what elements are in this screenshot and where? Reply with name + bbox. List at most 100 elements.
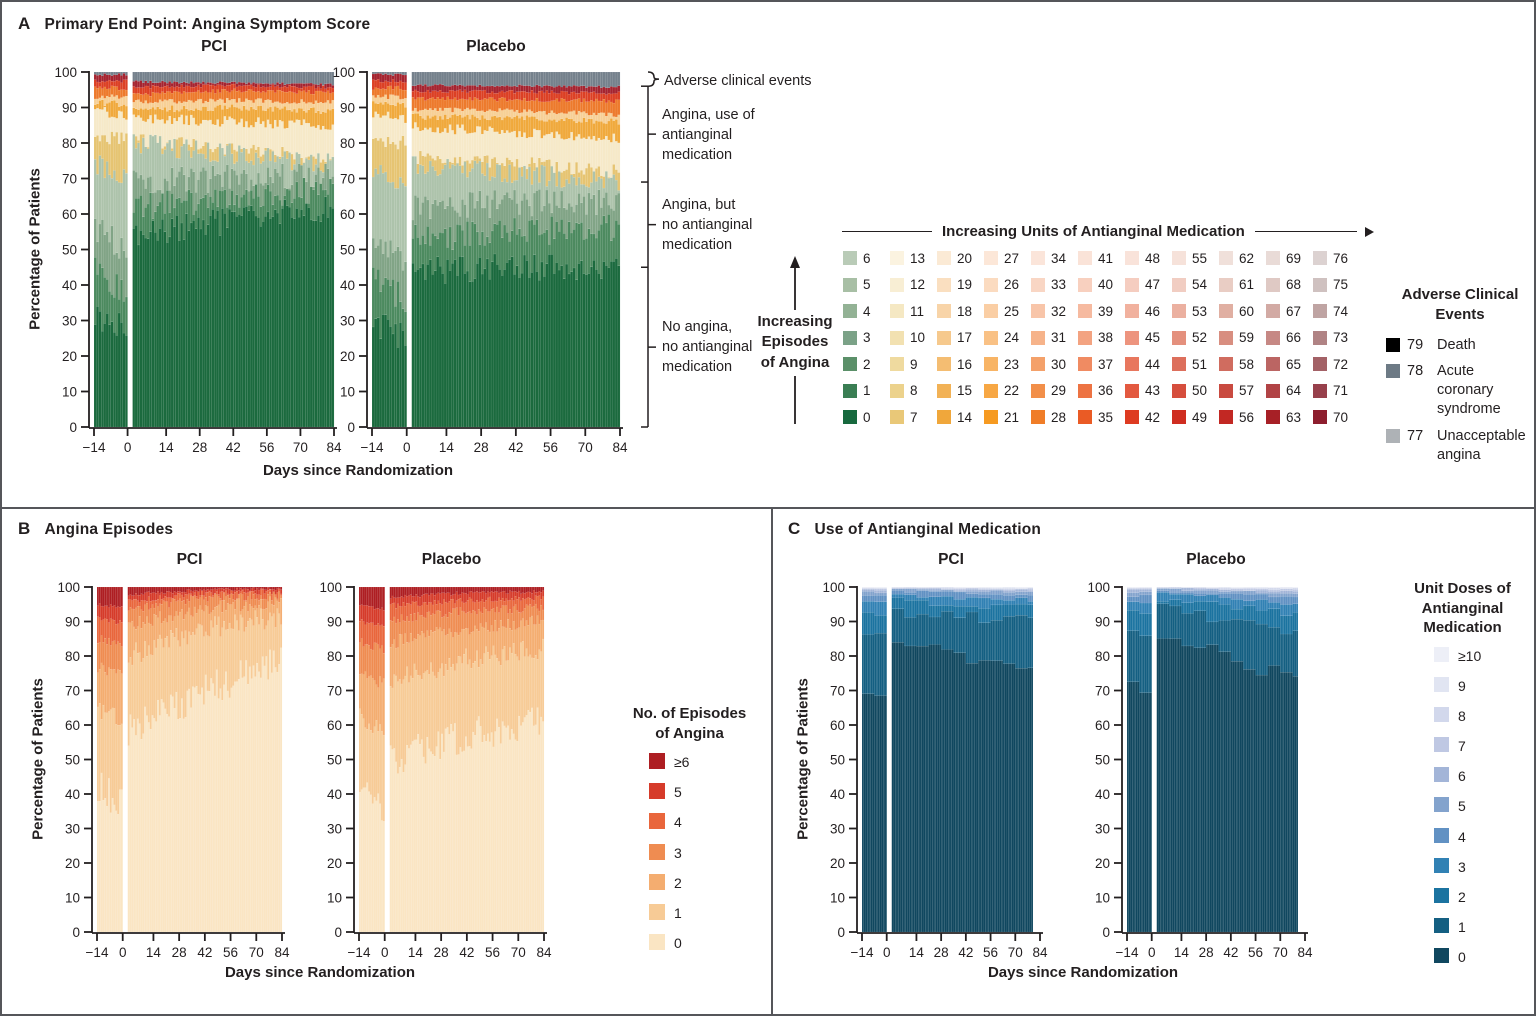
panel-a-title-text: Primary End Point: Angina Symptom Score bbox=[44, 16, 371, 33]
svg-text:42: 42 bbox=[508, 440, 523, 455]
svg-text:80: 80 bbox=[340, 136, 355, 151]
adverse-code: 79 bbox=[1407, 337, 1424, 353]
score-value-label: 15 bbox=[957, 383, 973, 399]
score-value-label: 20 bbox=[957, 250, 973, 266]
svg-text:50: 50 bbox=[327, 752, 342, 767]
svg-text:90: 90 bbox=[65, 614, 80, 629]
legend-label: 5 bbox=[1458, 798, 1466, 815]
score-swatch-69 bbox=[1266, 251, 1280, 266]
legend-swatch-0 bbox=[1434, 948, 1449, 964]
score-value-label: 11 bbox=[910, 303, 925, 319]
legend-label: ≥10 bbox=[1458, 647, 1482, 664]
svg-text:84: 84 bbox=[536, 945, 552, 960]
score-swatch-41 bbox=[1078, 251, 1092, 266]
score-grid-cell-49: 49 bbox=[1172, 404, 1219, 431]
units-arrow: Increasing Units of Antianginal Medicati… bbox=[842, 223, 1374, 240]
score-value-label: 40 bbox=[1098, 277, 1114, 293]
episodes-legend-items: ≥6 5 4 3 2 1 0 bbox=[607, 753, 772, 952]
score-value-label: 18 bbox=[957, 303, 973, 319]
legend-swatch-1 bbox=[1434, 918, 1449, 934]
score-grid-cell-38: 38 bbox=[1078, 325, 1125, 352]
panel-c-placebo-title: Placebo bbox=[1186, 551, 1246, 568]
svg-text:28: 28 bbox=[434, 945, 449, 960]
score-grid-cell-48: 48 bbox=[1125, 245, 1172, 272]
adverse-legend-item-77: 77 Unacceptable angina bbox=[1386, 427, 1534, 465]
annotation-angina-use-med: Angina, use of antianginal medication bbox=[662, 107, 755, 163]
score-value-label: 41 bbox=[1098, 250, 1114, 266]
score-grid-cell-62: 62 bbox=[1219, 245, 1266, 272]
score-grid-cell-41: 41 bbox=[1078, 245, 1125, 272]
legend-item-9: 9 bbox=[1434, 676, 1534, 695]
svg-text:100: 100 bbox=[54, 65, 77, 80]
score-swatch-37 bbox=[1078, 357, 1092, 372]
legend-item-3: 3 bbox=[649, 843, 772, 862]
score-grid-row: 4 11 18 25 32 39 46 53 60 67 74 bbox=[843, 298, 1360, 325]
score-grid-row: 3 10 17 24 31 38 45 52 59 66 73 bbox=[843, 325, 1360, 352]
score-value-label: 34 bbox=[1051, 250, 1067, 266]
score-swatch-49 bbox=[1172, 410, 1186, 425]
score-swatch-59 bbox=[1219, 330, 1233, 345]
svg-text:70: 70 bbox=[62, 171, 77, 186]
score-grid-row: 0 7 14 21 28 35 42 49 56 63 70 bbox=[843, 404, 1360, 431]
panel-b-letter: B bbox=[18, 519, 31, 538]
score-grid-cell-19: 19 bbox=[937, 272, 984, 299]
svg-text:84: 84 bbox=[612, 440, 628, 455]
svg-text:60: 60 bbox=[340, 207, 355, 222]
score-value-label: 66 bbox=[1286, 330, 1302, 346]
score-value-label: 5 bbox=[863, 277, 871, 293]
horizontal-divider bbox=[2, 507, 1534, 509]
score-value-label: 50 bbox=[1192, 383, 1208, 399]
svg-text:0: 0 bbox=[69, 420, 77, 435]
score-value-label: 39 bbox=[1098, 303, 1114, 319]
score-value-label: 13 bbox=[910, 250, 926, 266]
svg-text:84: 84 bbox=[326, 440, 342, 455]
score-value-label: 72 bbox=[1333, 356, 1349, 372]
score-grid-cell-53: 53 bbox=[1172, 298, 1219, 325]
score-grid-cell-8: 8 bbox=[890, 378, 937, 405]
svg-text:50: 50 bbox=[340, 242, 355, 257]
score-grid-cell-68: 68 bbox=[1266, 272, 1313, 299]
score-value-label: 52 bbox=[1192, 330, 1208, 346]
adverse-legend-item-78: 78 Acute coronary syndrome bbox=[1386, 362, 1534, 419]
score-swatch-33 bbox=[1031, 277, 1045, 292]
units-arrow-line-left bbox=[842, 230, 932, 233]
score-swatch-75 bbox=[1313, 277, 1327, 292]
score-grid-cell-16: 16 bbox=[937, 351, 984, 378]
panel-c-xlabel: Days since Randomization bbox=[987, 964, 1179, 981]
score-grid-cell-66: 66 bbox=[1266, 325, 1313, 352]
score-value-label: 37 bbox=[1098, 356, 1114, 372]
score-grid-cell-28: 28 bbox=[1031, 404, 1078, 431]
score-grid-cell-21: 21 bbox=[984, 404, 1031, 431]
svg-text:70: 70 bbox=[65, 683, 80, 698]
legend-item-3: 3 bbox=[1434, 857, 1534, 876]
score-grid-cell-67: 67 bbox=[1266, 298, 1313, 325]
legend-swatch-≥6 bbox=[649, 753, 665, 769]
legend-label: 1 bbox=[1458, 919, 1466, 936]
doses-legend-items: ≥10 9 8 7 6 5 4 3 2 1 0 bbox=[1390, 646, 1534, 967]
legend-label: 9 bbox=[1458, 677, 1466, 694]
score-value-label: 2 bbox=[863, 356, 871, 372]
svg-text:80: 80 bbox=[62, 136, 77, 151]
score-swatch-45 bbox=[1125, 330, 1139, 345]
score-swatch-12 bbox=[890, 277, 904, 292]
score-grid-cell-23: 23 bbox=[984, 351, 1031, 378]
svg-text:60: 60 bbox=[62, 207, 77, 222]
score-value-label: 35 bbox=[1098, 409, 1114, 425]
legend-item-1: 1 bbox=[1434, 918, 1534, 936]
score-value-label: 58 bbox=[1239, 356, 1255, 372]
svg-text:70: 70 bbox=[340, 171, 355, 186]
score-value-label: 24 bbox=[1004, 330, 1020, 346]
episodes-arrow-label: Increasing Episodes of Angina bbox=[757, 313, 833, 371]
score-value-label: 48 bbox=[1145, 250, 1161, 266]
score-swatch-6 bbox=[843, 251, 857, 266]
score-grid-cell-9: 9 bbox=[890, 351, 937, 378]
svg-text:20: 20 bbox=[340, 349, 355, 364]
score-value-label: 3 bbox=[863, 330, 871, 346]
score-value-label: 76 bbox=[1333, 250, 1349, 266]
adverse-code: 78 bbox=[1407, 363, 1424, 380]
svg-text:40: 40 bbox=[340, 278, 355, 293]
svg-text:14: 14 bbox=[146, 945, 162, 960]
legend-swatch-0 bbox=[649, 934, 665, 951]
score-grid-cell-39: 39 bbox=[1078, 298, 1125, 325]
